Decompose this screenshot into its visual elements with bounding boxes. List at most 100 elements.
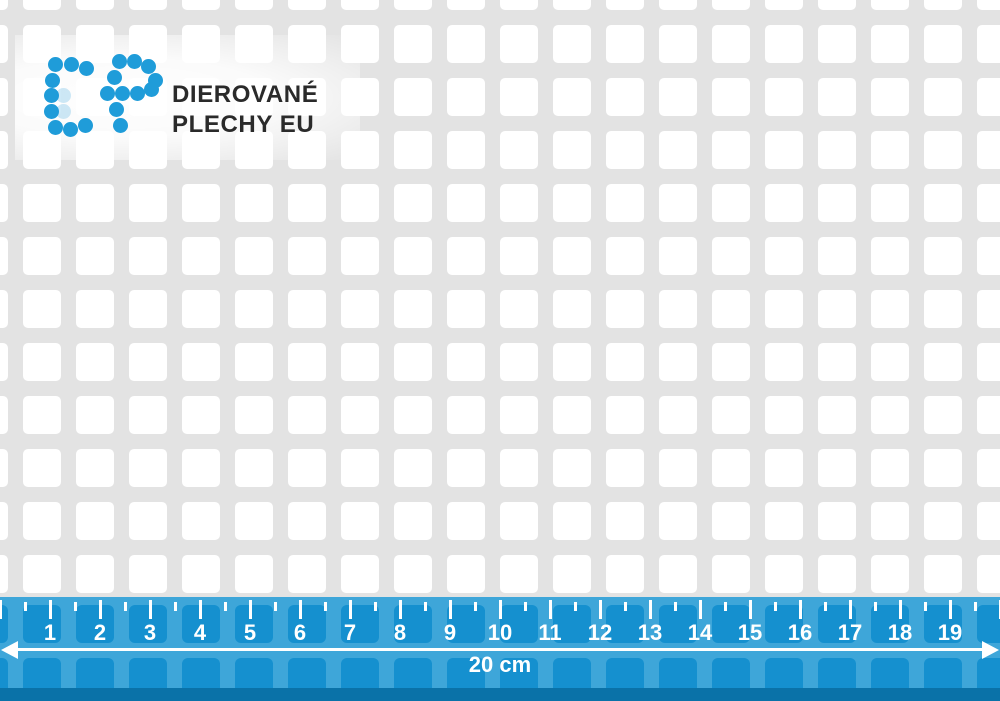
perforation-hole xyxy=(977,449,1000,487)
perforation-hole xyxy=(712,396,750,434)
ruler-pattern-square xyxy=(76,658,114,688)
perforation-hole xyxy=(606,0,644,10)
perforation-hole xyxy=(712,290,750,328)
perforation-hole xyxy=(818,237,856,275)
perforation-hole xyxy=(0,555,8,593)
perforation-hole xyxy=(553,449,591,487)
perforation-hole xyxy=(659,78,697,116)
logo-dot xyxy=(77,117,93,133)
perforation-hole xyxy=(23,184,61,222)
perforation-hole xyxy=(659,0,697,10)
perforation-hole xyxy=(977,184,1000,222)
perforation-hole xyxy=(924,78,962,116)
perforation-pattern xyxy=(0,0,1000,597)
perforation-hole xyxy=(76,343,114,381)
ruler-pattern-square xyxy=(659,605,697,643)
perforation-hole xyxy=(76,555,114,593)
perforation-hole xyxy=(447,555,485,593)
perforation-hole xyxy=(977,25,1000,63)
perforation-hole xyxy=(606,343,644,381)
perforation-hole xyxy=(394,0,432,10)
perforation-hole xyxy=(818,449,856,487)
logo-dot xyxy=(126,53,142,69)
perforation-hole xyxy=(818,0,856,10)
perforation-hole xyxy=(23,449,61,487)
ruler-minor-tick xyxy=(273,602,277,611)
ruler-major-tick xyxy=(548,600,552,619)
ruler-minor-tick xyxy=(373,602,377,611)
ruler-pattern-square xyxy=(0,605,8,643)
ruler-minor-tick xyxy=(423,602,427,611)
perforation-hole xyxy=(765,343,803,381)
ruler-number: 15 xyxy=(737,620,763,645)
ruler-minor-tick xyxy=(73,602,77,611)
ruler-pattern-square xyxy=(924,605,962,643)
ruler-minor-tick xyxy=(523,602,527,611)
perforation-hole xyxy=(500,449,538,487)
ruler-number: 14 xyxy=(687,620,713,645)
perforation-hole xyxy=(553,184,591,222)
perforation-hole xyxy=(765,25,803,63)
perforation-hole xyxy=(712,555,750,593)
ruler-major-tick xyxy=(598,600,602,619)
ruler-major-tick xyxy=(898,600,902,619)
perforation-hole xyxy=(182,502,220,540)
ruler-pattern-square xyxy=(0,658,8,688)
ruler-major-tick xyxy=(98,600,102,619)
ruler-minor-tick xyxy=(773,602,777,611)
ruler-pattern-square xyxy=(447,605,485,643)
perforation-hole xyxy=(447,502,485,540)
ruler-number: 2 xyxy=(93,620,107,645)
logo-dot xyxy=(62,121,78,137)
ruler-number: 18 xyxy=(887,620,913,645)
perforation-hole xyxy=(606,449,644,487)
ruler-pattern-square xyxy=(394,658,432,688)
logo-dot xyxy=(47,56,63,72)
perforation-hole xyxy=(553,237,591,275)
perforation-hole xyxy=(765,449,803,487)
ruler-pattern-square xyxy=(500,605,538,643)
perforation-hole xyxy=(129,184,167,222)
logo-dot xyxy=(111,53,127,69)
perforation-hole xyxy=(23,343,61,381)
perforation-hole xyxy=(76,184,114,222)
ruler-pattern-square xyxy=(871,605,909,643)
perforation-hole xyxy=(818,25,856,63)
ruler-pattern-square xyxy=(977,658,1000,688)
perforation-hole xyxy=(977,555,1000,593)
perforation-hole xyxy=(76,502,114,540)
perforation-hole xyxy=(0,396,8,434)
perforation-hole xyxy=(659,449,697,487)
perforation-hole xyxy=(129,449,167,487)
perforation-hole xyxy=(288,290,326,328)
perforation-hole xyxy=(182,0,220,10)
perforation-hole xyxy=(765,290,803,328)
perforation-hole xyxy=(129,502,167,540)
perforation-hole xyxy=(288,502,326,540)
ruler-minor-tick xyxy=(873,602,877,611)
dp-logo: DIEROVANÉ PLECHY EU xyxy=(0,0,400,180)
perforation-hole xyxy=(500,25,538,63)
perforation-hole xyxy=(500,396,538,434)
ruler-pattern-square xyxy=(235,658,273,688)
perforation-hole xyxy=(235,184,273,222)
perforation-hole xyxy=(765,237,803,275)
perforation-hole xyxy=(235,502,273,540)
ruler-number: 9 xyxy=(443,620,457,645)
ruler-pattern-square xyxy=(712,605,750,643)
ruler-pattern-square xyxy=(129,658,167,688)
ruler-number: 8 xyxy=(393,620,407,645)
perforation-hole xyxy=(712,184,750,222)
perforation-hole xyxy=(447,25,485,63)
ruler-minor-tick xyxy=(823,602,827,611)
perforation-hole xyxy=(394,290,432,328)
perforation-hole xyxy=(288,184,326,222)
perforation-hole xyxy=(765,555,803,593)
perforation-hole xyxy=(341,237,379,275)
perforation-hole xyxy=(871,555,909,593)
perforation-hole xyxy=(500,290,538,328)
ruler-major-tick xyxy=(498,600,502,619)
perforation-hole xyxy=(0,449,8,487)
perforation-hole xyxy=(235,0,273,10)
perforation-hole xyxy=(659,290,697,328)
